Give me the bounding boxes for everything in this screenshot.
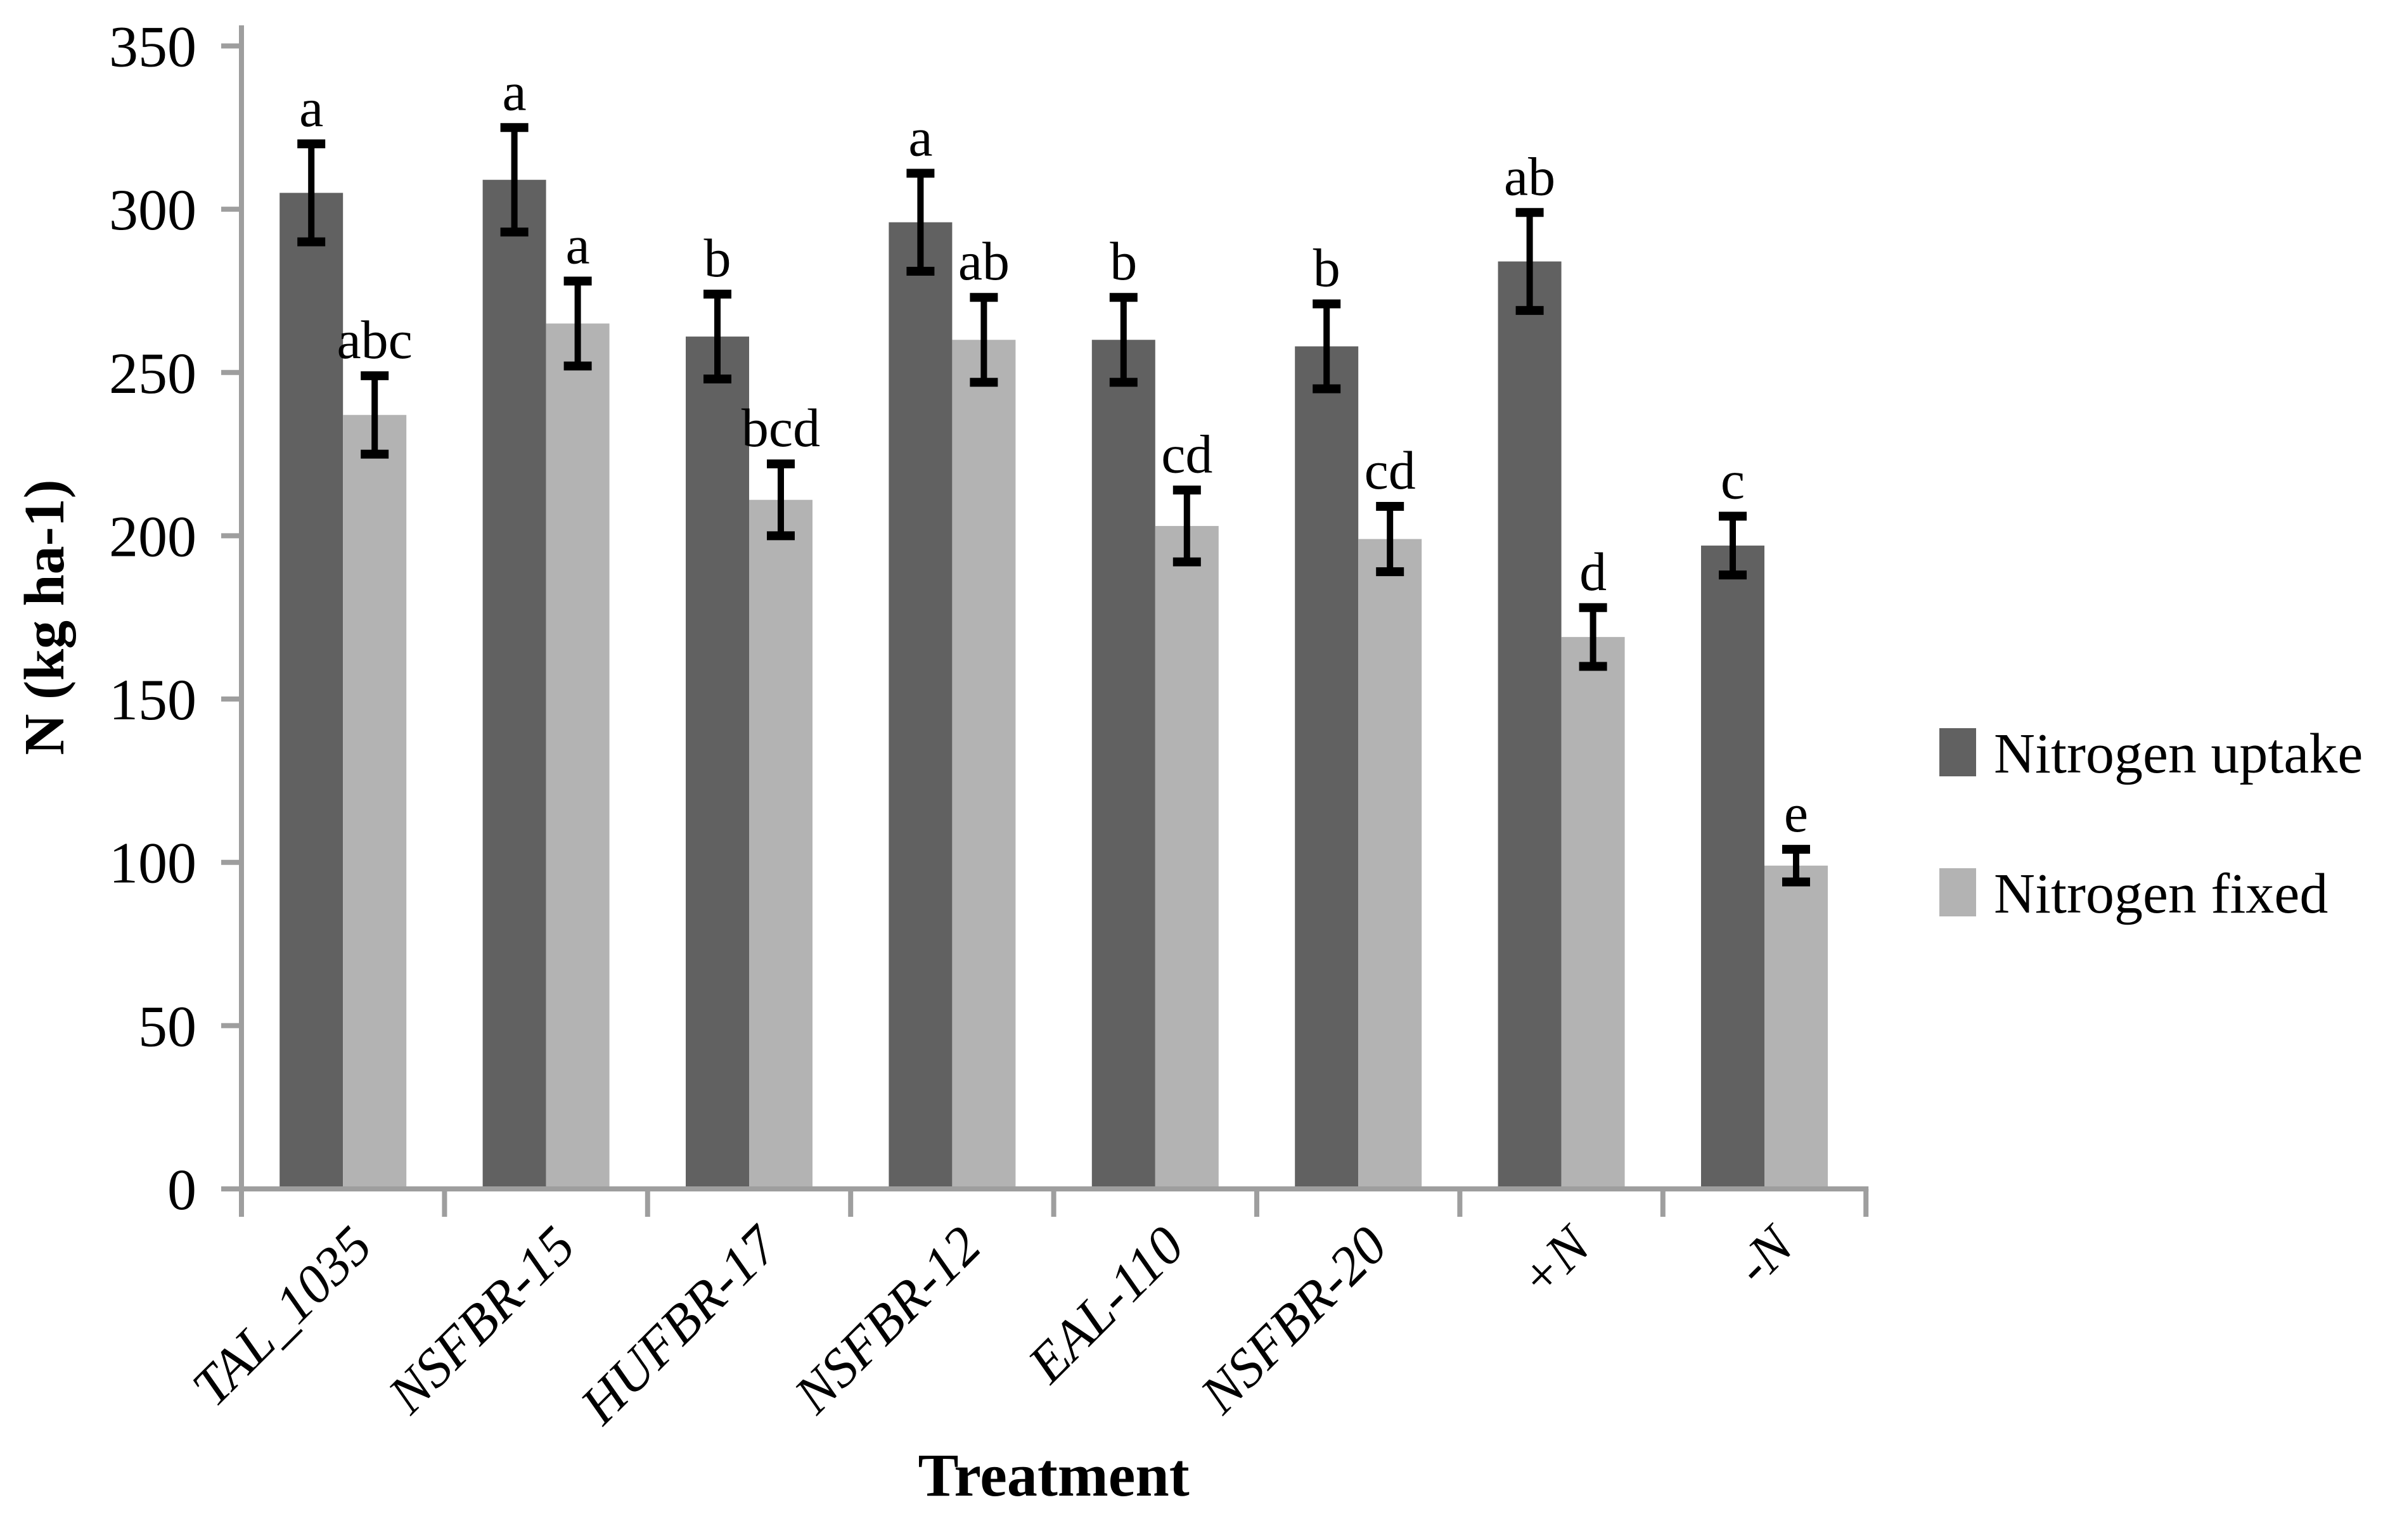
y-tick-label: 200: [109, 504, 196, 568]
bar-fixed-EAL-110: [1155, 525, 1219, 1190]
significance-letter: cd: [1161, 423, 1212, 484]
bar-fixed-NSFBR-15: [546, 323, 610, 1190]
y-axis-title: N (kg ha-1): [13, 479, 76, 755]
x-category-label: -N: [1723, 1212, 1807, 1296]
significance-letter: a: [566, 214, 590, 275]
y-tick-label: 0: [167, 1157, 196, 1222]
y-tick-label: 150: [109, 667, 196, 732]
bar-uptake-NSFBR-15: [482, 179, 546, 1189]
significance-letter: c: [1721, 449, 1745, 510]
significance-letter: e: [1784, 783, 1808, 844]
x-category-label: +N: [1507, 1212, 1604, 1309]
x-category-label: EAL-110: [1015, 1215, 1195, 1395]
bar-uptake-NSFBR-20: [1295, 346, 1359, 1189]
significance-letter: cd: [1365, 440, 1416, 501]
significance-letter: b: [1313, 238, 1340, 298]
legend-swatch-uptake: [1939, 728, 1976, 776]
bar-fixed-+N: [1561, 637, 1625, 1189]
bar-uptake-HUFBR-17: [686, 337, 749, 1189]
x-category-label: NSFBR-20: [1188, 1215, 1399, 1425]
x-axis-title: Treatment: [918, 1441, 1189, 1509]
bar-uptake-EAL-110: [1091, 340, 1155, 1189]
bar-uptake-NSFBR-12: [889, 222, 953, 1189]
bar-fixed-TAL_1035: [343, 414, 407, 1189]
significance-letter: a: [299, 77, 323, 138]
y-tick-label: 250: [109, 341, 196, 406]
significance-letter: ab: [1504, 146, 1555, 207]
significance-letter: b: [704, 228, 731, 288]
bar-uptake--N: [1701, 545, 1764, 1189]
y-tick-label: 50: [138, 994, 196, 1058]
x-category-label: NSFBR-15: [376, 1215, 586, 1425]
significance-letter: abc: [337, 309, 413, 370]
y-tick-label: 100: [109, 831, 196, 895]
bar-uptake-TAL_1035: [279, 193, 344, 1190]
x-category-label: HUFBR-17: [568, 1213, 791, 1435]
significance-letter: a: [503, 61, 527, 122]
significance-letter: a: [908, 106, 932, 167]
significance-letter: bcd: [742, 397, 820, 458]
significance-letter: ab: [958, 231, 1010, 292]
y-tick-label: 350: [109, 14, 196, 79]
y-tick-label: 300: [109, 177, 196, 242]
bar-uptake-+N: [1498, 261, 1562, 1190]
x-category-label: TAL_1035: [180, 1215, 383, 1418]
bar-fixed-NSFBR-12: [952, 340, 1016, 1189]
bar-fixed-NSFBR-20: [1358, 539, 1422, 1189]
legend-label: Nitrogen uptake: [1994, 722, 2363, 785]
bar-fixed-HUFBR-17: [749, 499, 812, 1189]
significance-letter: b: [1110, 231, 1137, 292]
legend-swatch-fixed: [1939, 868, 1976, 916]
bar-fixed--N: [1764, 865, 1828, 1189]
significance-letter: d: [1579, 541, 1607, 602]
x-category-label: NSFBR-12: [782, 1215, 992, 1425]
legend-label: Nitrogen fixed: [1994, 863, 2328, 925]
